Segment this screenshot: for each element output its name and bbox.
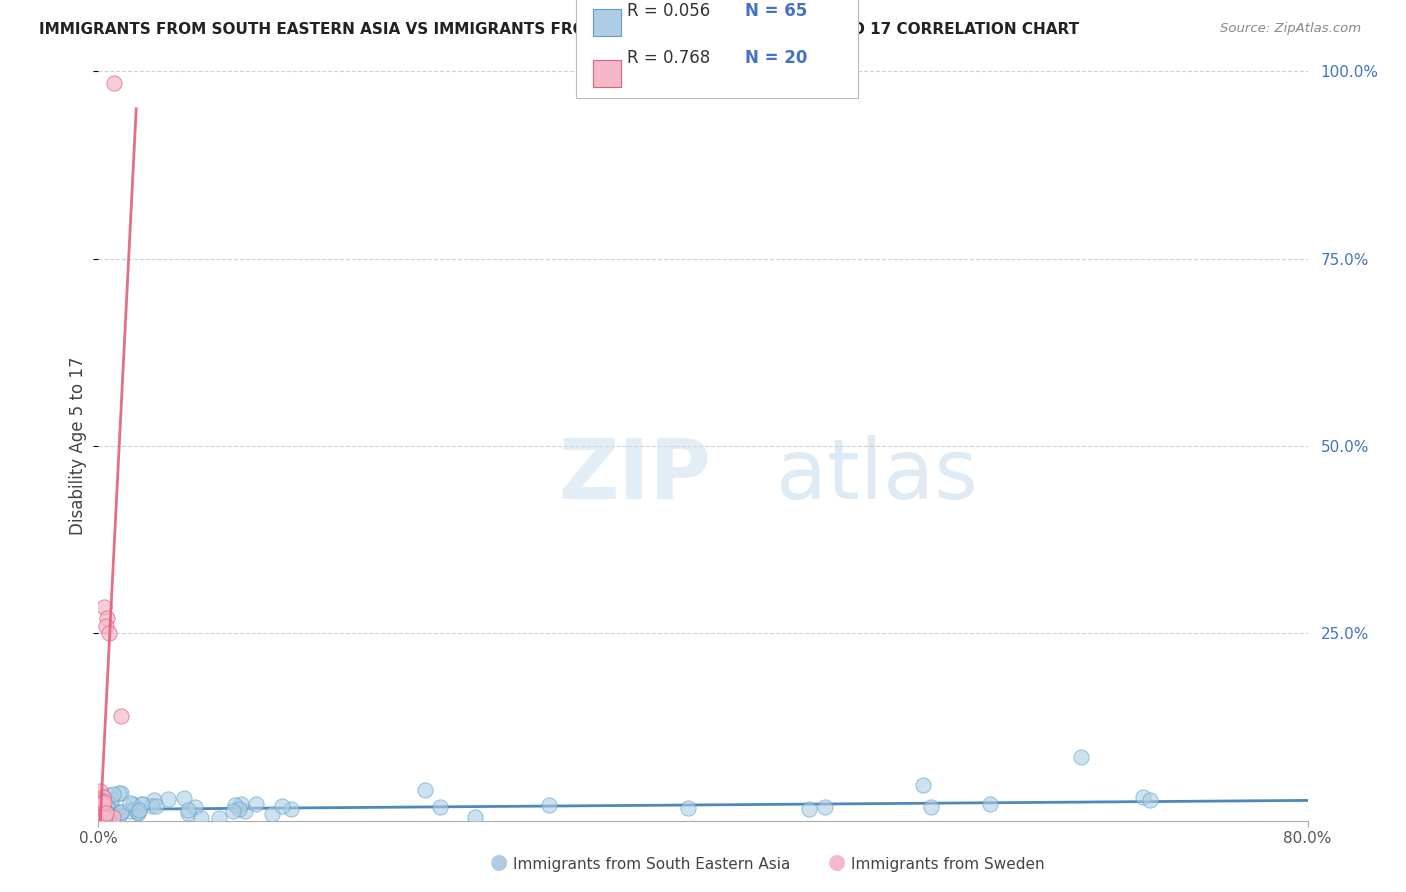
Text: N = 65: N = 65 bbox=[745, 2, 807, 20]
Point bbox=[98, 811, 121, 825]
Point bbox=[93, 805, 115, 819]
Point bbox=[122, 797, 145, 812]
Point bbox=[98, 807, 121, 822]
Point bbox=[101, 810, 124, 824]
Point bbox=[429, 799, 451, 814]
Point bbox=[110, 805, 132, 819]
Point bbox=[222, 804, 245, 818]
Point bbox=[96, 799, 118, 814]
Point bbox=[110, 708, 132, 723]
Point bbox=[122, 802, 145, 816]
Point bbox=[94, 810, 117, 824]
Point bbox=[128, 803, 150, 817]
Point bbox=[90, 796, 112, 810]
Point bbox=[90, 803, 112, 817]
Point bbox=[96, 611, 118, 625]
Point bbox=[93, 810, 115, 824]
Point bbox=[1070, 750, 1092, 764]
Text: ZIP: ZIP bbox=[558, 435, 710, 516]
Point bbox=[93, 795, 115, 809]
Point bbox=[1139, 793, 1161, 807]
Point bbox=[100, 797, 122, 811]
Point bbox=[93, 600, 115, 615]
Point bbox=[799, 802, 821, 816]
Point bbox=[979, 797, 1001, 812]
Point bbox=[1132, 789, 1154, 804]
Point bbox=[245, 797, 267, 811]
Point bbox=[173, 791, 195, 805]
Text: Source: ZipAtlas.com: Source: ZipAtlas.com bbox=[1220, 22, 1361, 36]
Point bbox=[93, 791, 115, 805]
Text: R = 0.768: R = 0.768 bbox=[627, 49, 710, 67]
Point bbox=[920, 800, 942, 814]
Point bbox=[208, 811, 231, 825]
Text: Immigrants from South Eastern Asia: Immigrants from South Eastern Asia bbox=[513, 857, 790, 872]
Point bbox=[94, 800, 117, 814]
Point bbox=[413, 783, 436, 797]
Point bbox=[89, 793, 111, 807]
Point bbox=[176, 803, 198, 817]
Point bbox=[224, 797, 246, 812]
Point bbox=[98, 801, 121, 815]
Point bbox=[87, 810, 110, 824]
Point bbox=[90, 795, 112, 809]
Point bbox=[157, 792, 180, 806]
Point bbox=[235, 804, 257, 818]
Point bbox=[94, 619, 117, 633]
Point bbox=[87, 797, 110, 812]
Point bbox=[814, 800, 837, 814]
Point bbox=[110, 805, 132, 819]
Point bbox=[270, 798, 292, 813]
Text: N = 20: N = 20 bbox=[745, 49, 807, 67]
Point bbox=[90, 807, 112, 822]
Point bbox=[89, 784, 111, 798]
Point bbox=[184, 800, 207, 814]
Point bbox=[127, 805, 149, 819]
Point bbox=[91, 802, 114, 816]
Text: atlas: atlas bbox=[776, 435, 977, 516]
Point bbox=[101, 803, 124, 817]
Text: ●: ● bbox=[491, 853, 508, 872]
Point bbox=[464, 810, 486, 824]
Point bbox=[98, 626, 121, 640]
Text: ●: ● bbox=[828, 853, 845, 872]
Point bbox=[120, 804, 142, 818]
Point bbox=[538, 797, 561, 812]
Point bbox=[231, 797, 253, 812]
Point bbox=[87, 796, 110, 810]
Text: IMMIGRANTS FROM SOUTH EASTERN ASIA VS IMMIGRANTS FROM SWEDEN DISABILITY AGE 5 TO: IMMIGRANTS FROM SOUTH EASTERN ASIA VS IM… bbox=[39, 22, 1080, 37]
Point bbox=[97, 788, 120, 802]
Point bbox=[110, 786, 132, 800]
Point bbox=[108, 786, 131, 800]
Point bbox=[90, 797, 112, 811]
Point bbox=[127, 805, 149, 820]
Point bbox=[131, 797, 153, 811]
Point bbox=[177, 806, 200, 821]
Point bbox=[94, 806, 117, 821]
Point bbox=[280, 802, 302, 816]
Point bbox=[145, 799, 167, 814]
Y-axis label: Disability Age 5 to 17: Disability Age 5 to 17 bbox=[69, 357, 87, 535]
Point bbox=[131, 797, 153, 811]
Point bbox=[262, 807, 284, 822]
Point bbox=[118, 796, 141, 810]
Point bbox=[91, 796, 114, 810]
Point bbox=[103, 76, 125, 90]
Point bbox=[104, 810, 127, 824]
Point bbox=[190, 811, 212, 825]
Point bbox=[142, 793, 165, 807]
Text: Immigrants from Sweden: Immigrants from Sweden bbox=[851, 857, 1045, 872]
Point bbox=[93, 791, 115, 805]
Point bbox=[676, 801, 699, 815]
Point bbox=[100, 793, 122, 807]
Point bbox=[911, 778, 934, 792]
Point bbox=[98, 811, 121, 825]
Point bbox=[101, 787, 124, 801]
Point bbox=[108, 809, 131, 823]
Point bbox=[141, 799, 163, 814]
Text: R = 0.056: R = 0.056 bbox=[627, 2, 710, 20]
Point bbox=[91, 789, 114, 804]
Point bbox=[228, 802, 250, 816]
